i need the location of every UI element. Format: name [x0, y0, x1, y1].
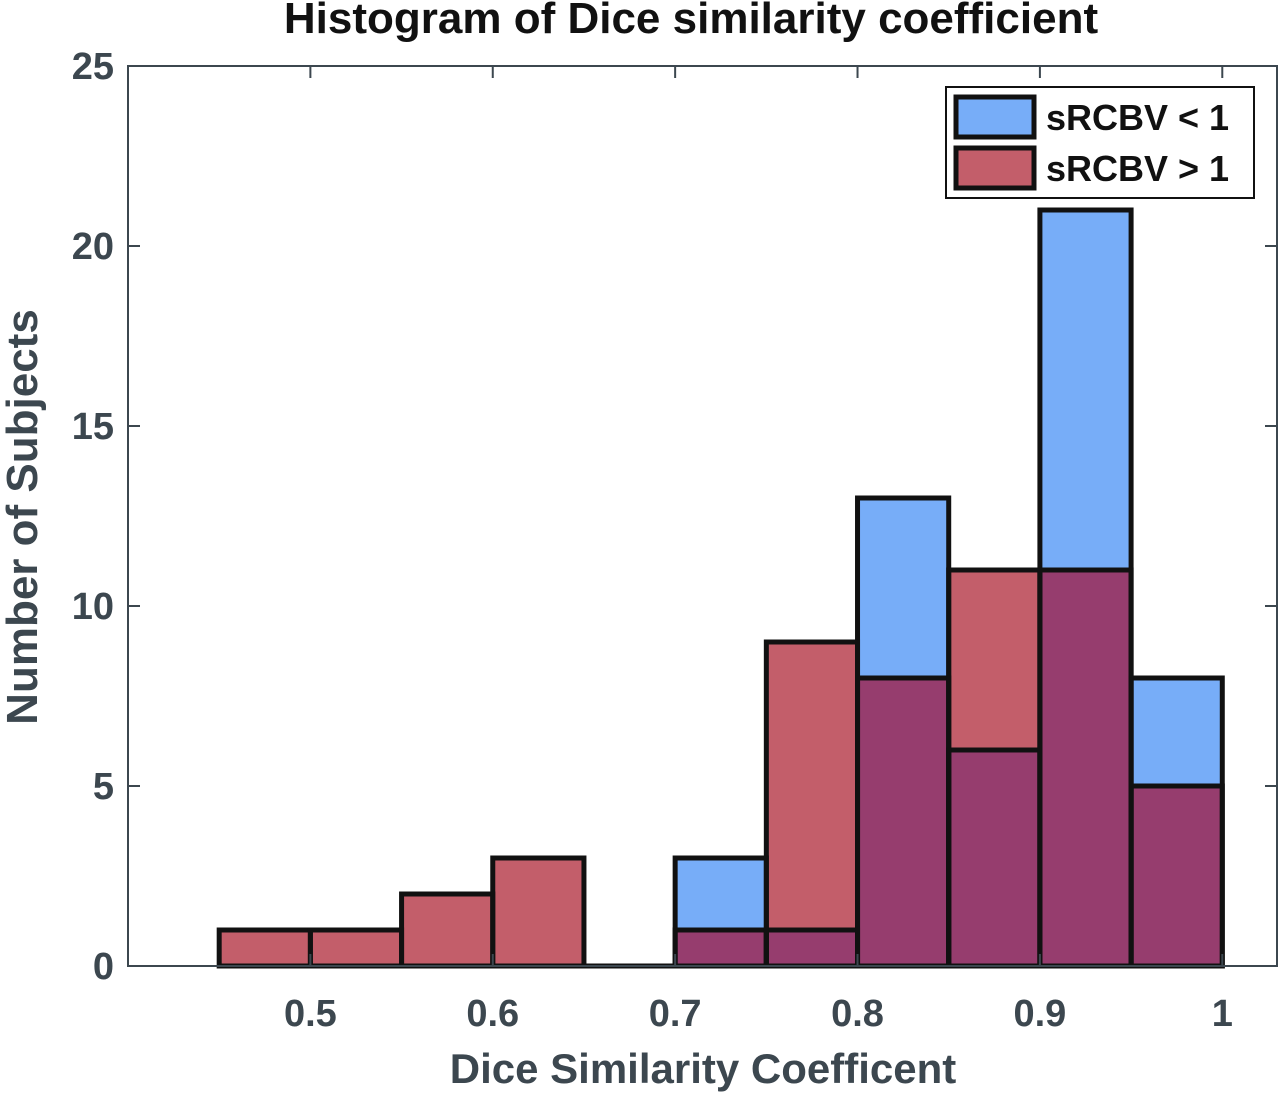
y-tick-label: 15 — [72, 406, 114, 448]
y-axis-label: Number of Subjects — [0, 309, 47, 725]
y-tick-label: 20 — [72, 226, 114, 268]
x-tick-label: 1 — [1212, 993, 1233, 1035]
bar-fill-srcbv-lt1 — [857, 498, 949, 678]
bar-fill-overlap — [948, 750, 1040, 966]
y-tick-label: 10 — [72, 586, 114, 628]
bar-fill-srcbv-gt1 — [766, 642, 858, 930]
bar-fill-overlap — [766, 930, 858, 966]
bar-fill-overlap — [857, 678, 949, 966]
legend-label-srcbv-lt1: sRCBV < 1 — [1046, 97, 1229, 138]
y-tick-label: 5 — [93, 766, 114, 808]
bar-fill-overlap — [1039, 570, 1132, 966]
x-tick-label: 0.7 — [649, 993, 702, 1035]
x-tick-label: 0.9 — [1013, 993, 1066, 1035]
bar-fill-srcbv-lt1 — [675, 858, 767, 930]
bar-fill-overlap — [1131, 786, 1223, 966]
chart-title: Histogram of Dice similarity coefficient — [283, 0, 1099, 43]
bar-fill-srcbv-lt1 — [1039, 210, 1132, 570]
legend-label-srcbv-gt1: sRCBV > 1 — [1046, 148, 1229, 189]
y-tick-label: 25 — [72, 46, 114, 88]
bar-fill-srcbv-gt1 — [948, 570, 1040, 750]
bar-fill-srcbv-gt1 — [310, 930, 402, 966]
axes-frame — [127, 65, 1278, 967]
bar-fill-srcbv-gt1 — [219, 930, 311, 966]
bar-fill-srcbv-gt1 — [401, 894, 493, 966]
x-axis-label: Dice Similarity Coefficent — [449, 1045, 957, 1092]
legend-swatch-srcbv-lt1 — [953, 94, 1037, 140]
x-tick-label: 0.6 — [466, 993, 519, 1035]
y-tick-label: 0 — [93, 946, 114, 988]
legend-swatch-srcbv-gt1 — [953, 145, 1037, 191]
bar-fill-srcbv-gt1 — [492, 858, 584, 966]
bar-fill-overlap — [675, 930, 767, 966]
x-tick-label: 0.8 — [831, 993, 884, 1035]
bar-fill-srcbv-lt1 — [1131, 678, 1223, 786]
x-tick-label: 0.5 — [284, 993, 337, 1035]
